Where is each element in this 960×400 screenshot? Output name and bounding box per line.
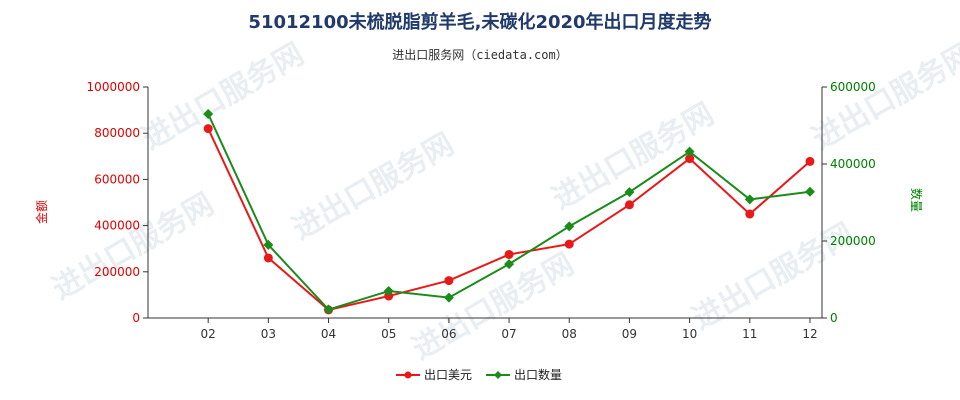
watermark-text: 进出口服务网 bbox=[287, 127, 460, 247]
watermark-text: 进出口服务网 bbox=[807, 37, 960, 157]
data-point-quantity bbox=[443, 292, 454, 303]
x-tick-label: 11 bbox=[742, 327, 757, 341]
y-left-tick-label: 200000 bbox=[94, 265, 140, 279]
data-point-quantity bbox=[504, 259, 515, 270]
y-left-tick-label: 400000 bbox=[94, 219, 140, 233]
x-tick-label: 08 bbox=[562, 327, 577, 341]
axes: 0 200000 400000 600000 800000 1000000 0 200000 4… bbox=[34, 80, 924, 341]
y-left-axis-label: 金额 bbox=[34, 200, 49, 224]
y-right-tick-label: 0 bbox=[830, 311, 838, 325]
data-point-value bbox=[624, 200, 634, 210]
watermark-text: 进出口服务网 bbox=[547, 97, 720, 217]
data-point-quantity bbox=[383, 286, 394, 297]
watermark-text: 进出口服务网 bbox=[407, 247, 580, 367]
y-right-axis-label: 数量 bbox=[909, 188, 924, 212]
y-left-tick-label: 0 bbox=[132, 311, 140, 325]
data-point-value bbox=[444, 276, 454, 286]
legend-marker bbox=[404, 371, 412, 379]
legend-label: 出口美元 bbox=[424, 368, 472, 382]
data-point-quantity bbox=[744, 194, 755, 205]
legend: 出口美元 出口数量 bbox=[396, 367, 562, 382]
data-point-quantity bbox=[263, 239, 274, 250]
chart-title: 51012100未梳脱脂剪羊毛,未碳化2020年出口月度走势 bbox=[248, 12, 712, 33]
y-right-tick-label: 200000 bbox=[830, 234, 876, 248]
x-tick-label: 07 bbox=[501, 327, 516, 341]
x-tick-label: 10 bbox=[682, 327, 697, 341]
data-point-quantity bbox=[323, 304, 334, 315]
data-point-quantity bbox=[684, 146, 695, 157]
y-left-tick-label: 600000 bbox=[94, 172, 140, 186]
data-point-quantity bbox=[624, 187, 635, 198]
watermark-text: 进出口服务网 bbox=[47, 187, 220, 307]
data-point-value bbox=[685, 154, 695, 164]
x-tick-label: 09 bbox=[622, 327, 637, 341]
y-left-tick-label: 1000000 bbox=[87, 80, 140, 94]
legend-marker bbox=[494, 371, 502, 379]
x-tick-label: 02 bbox=[201, 327, 216, 341]
data-point-value bbox=[263, 253, 273, 263]
series-layer bbox=[203, 108, 815, 315]
data-point-value bbox=[203, 124, 213, 134]
legend-label: 出口数量 bbox=[514, 367, 562, 382]
y-right-tick-label: 600000 bbox=[830, 80, 876, 94]
data-point-value bbox=[384, 291, 394, 301]
x-tick-label: 06 bbox=[441, 327, 456, 341]
y-left-tick-label: 800000 bbox=[94, 126, 140, 140]
chart-subtitle: 进出口服务网（ciedata.com） bbox=[392, 48, 568, 62]
x-tick-label: 04 bbox=[321, 327, 336, 341]
data-point-quantity bbox=[564, 221, 575, 232]
data-point-value bbox=[805, 156, 815, 166]
x-tick-label: 12 bbox=[802, 327, 817, 341]
x-tick-label: 03 bbox=[261, 327, 276, 341]
data-point-quantity bbox=[804, 186, 815, 197]
watermark-text: 进出口服务网 bbox=[137, 37, 310, 157]
data-point-value bbox=[564, 239, 574, 249]
data-point-value bbox=[745, 209, 755, 219]
data-point-value bbox=[504, 249, 514, 259]
x-tick-label: 05 bbox=[381, 327, 396, 341]
data-point-quantity bbox=[203, 108, 214, 119]
y-right-tick-label: 400000 bbox=[830, 157, 876, 171]
